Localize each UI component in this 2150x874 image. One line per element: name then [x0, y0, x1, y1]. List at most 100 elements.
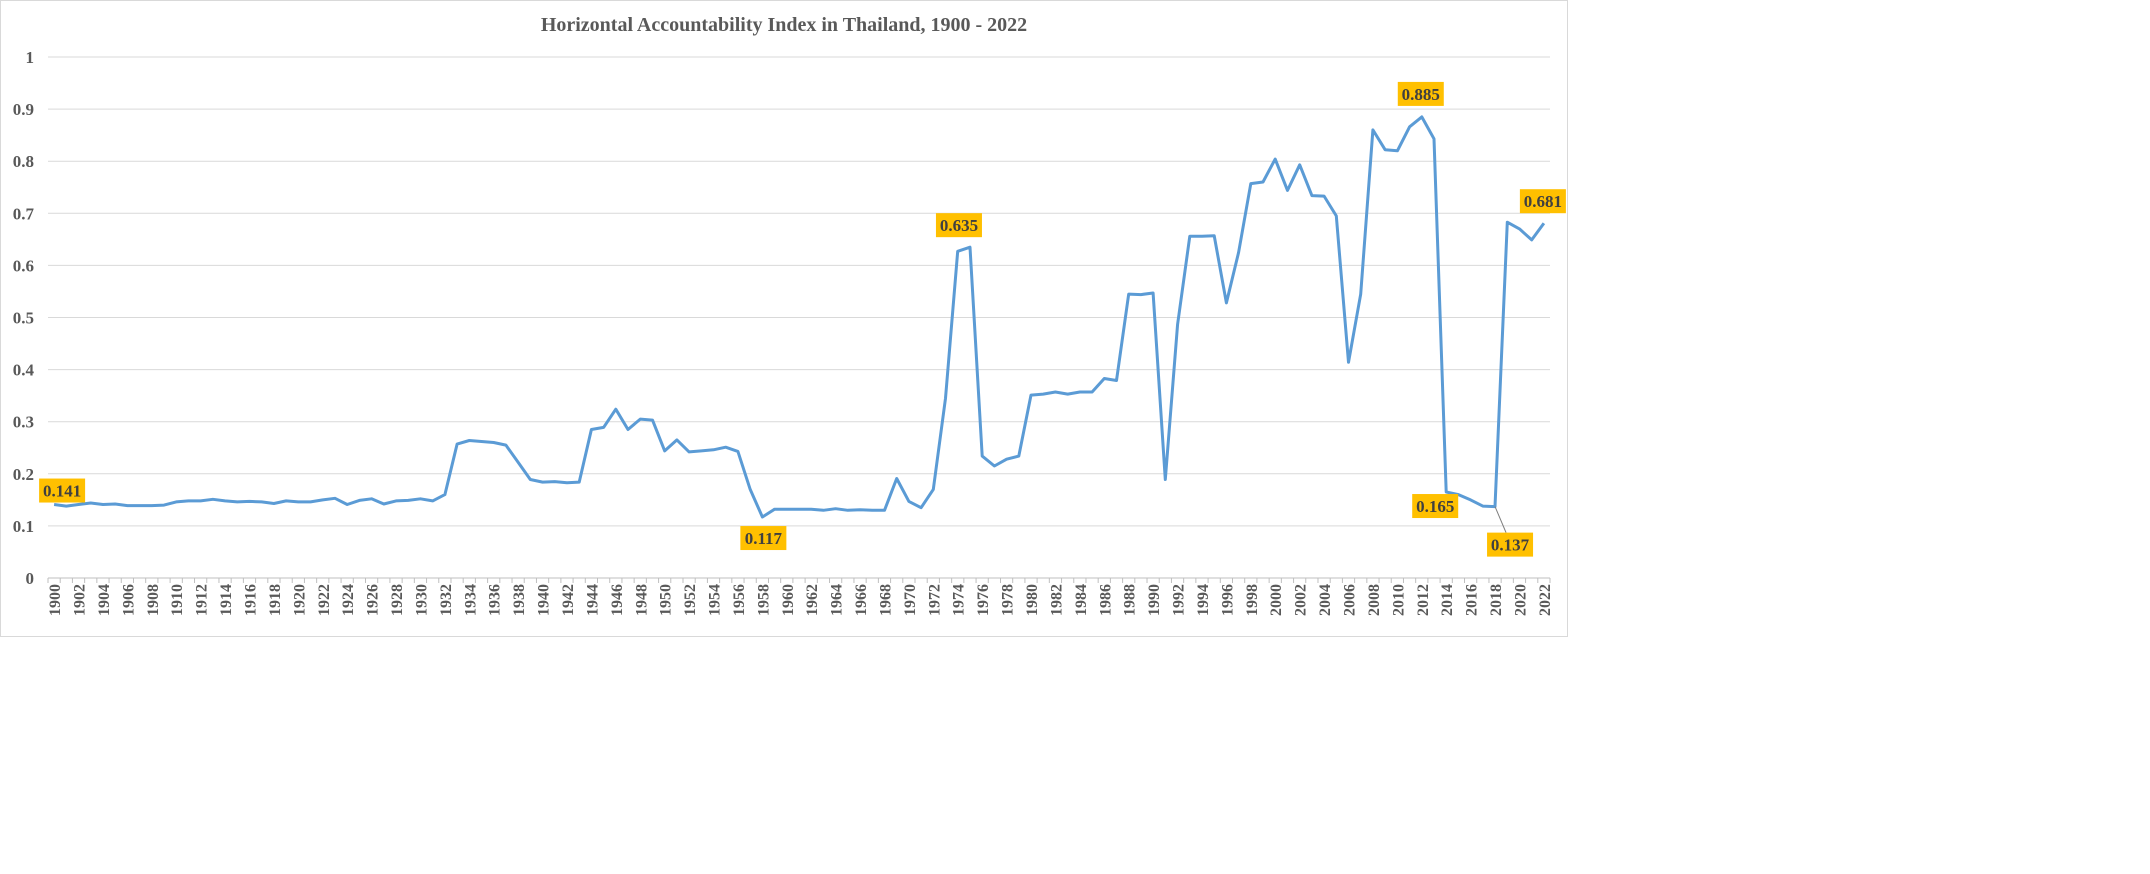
x-tick-label: 2000: [1268, 584, 1285, 616]
data-point: [907, 500, 910, 503]
x-tick-label: 1986: [1097, 584, 1114, 616]
data-point: [1274, 158, 1277, 161]
data-point: [1310, 194, 1313, 197]
y-tick-label: 0.4: [13, 361, 35, 380]
x-tick-label: 1960: [780, 584, 797, 616]
data-point: [1506, 221, 1509, 224]
data-point: [1542, 222, 1545, 225]
y-tick-label: 0.9: [13, 100, 34, 119]
data-point: [1078, 391, 1081, 394]
data-point: [272, 502, 275, 505]
x-tick-label: 1998: [1244, 584, 1261, 616]
y-tick-label: 0.2: [13, 465, 34, 484]
data-point: [407, 499, 410, 502]
data-label: 0.885: [1402, 85, 1440, 104]
data-point: [1054, 391, 1057, 394]
data-label-box: [1487, 532, 1534, 557]
data-point: [602, 426, 605, 429]
data-point: [419, 497, 422, 500]
x-tick-label: 1964: [829, 584, 846, 616]
x-tick-label: 1944: [584, 584, 601, 616]
x-tick-label: 1936: [487, 584, 504, 616]
data-point: [150, 504, 153, 507]
data-point: [895, 477, 898, 480]
data-point: [639, 418, 642, 421]
x-tick-label: 1994: [1195, 584, 1212, 616]
data-point: [77, 503, 80, 506]
data-point: [968, 246, 971, 249]
x-tick-label: 2006: [1342, 584, 1359, 616]
data-point: [724, 446, 727, 449]
data-point: [700, 449, 703, 452]
x-tick-label: 1958: [755, 584, 772, 616]
data-point: [663, 449, 666, 452]
data-point: [53, 503, 56, 506]
x-tick-label: 1970: [902, 584, 919, 616]
data-point: [138, 504, 141, 507]
data-point: [981, 455, 984, 458]
data-point: [846, 509, 849, 512]
data-point: [321, 498, 324, 501]
x-tick-label: 1980: [1024, 584, 1041, 616]
data-point: [932, 488, 935, 491]
x-tick-label: 2016: [1464, 584, 1481, 616]
data-point: [651, 419, 654, 422]
data-point: [553, 480, 556, 483]
data-point: [761, 516, 764, 519]
data-point: [749, 488, 752, 491]
data-point: [675, 438, 678, 441]
data-point: [1066, 393, 1069, 396]
data-point: [443, 493, 446, 496]
x-tick-label: 2022: [1537, 584, 1554, 616]
line-chart: 0 0.1 0.2 0.3 0.4 0.5 0.6 0.7 0.8 0.9 1 1900 1902 190…: [13, 48, 1566, 616]
data-point: [358, 499, 361, 502]
x-tick-label: 1924: [340, 584, 357, 616]
data-point: [834, 507, 837, 510]
data-point: [956, 250, 959, 253]
y-tick-label: 0.1: [13, 517, 34, 536]
data-point: [456, 443, 459, 446]
data-point: [1091, 391, 1094, 394]
data-point: [883, 509, 886, 512]
data-point: [260, 500, 263, 503]
y-tick-label: 0.7: [13, 204, 35, 223]
data-point: [1481, 505, 1484, 508]
chart-title: Horizontal Accountability Index in Thail…: [540, 14, 1028, 36]
data-point: [1030, 394, 1033, 397]
data-point: [1286, 189, 1289, 192]
x-tick-label: 2014: [1439, 584, 1456, 616]
x-tick-label: 1962: [804, 584, 821, 616]
data-point: [1371, 128, 1374, 131]
data-point: [1420, 115, 1423, 118]
data-point: [1323, 195, 1326, 198]
data-point: [517, 461, 520, 464]
x-tick-label: 2010: [1390, 584, 1407, 616]
data-point: [1298, 163, 1301, 166]
data-label: 0.117: [745, 529, 783, 548]
x-tick-label: 1948: [633, 584, 650, 616]
x-tick-label: 1992: [1171, 584, 1188, 616]
data-point: [297, 500, 300, 503]
data-label: 0.681: [1524, 192, 1562, 211]
data-point: [248, 500, 251, 503]
data-point: [1164, 478, 1167, 481]
data-label-box: [1412, 494, 1459, 519]
data-label-box: [39, 478, 86, 503]
data-point: [126, 504, 129, 507]
data-point: [736, 450, 739, 453]
x-tick-label: 1902: [72, 584, 89, 616]
x-tick-label: 1922: [316, 584, 333, 616]
data-point: [1469, 498, 1472, 501]
data-point: [1213, 234, 1216, 237]
data-point: [565, 481, 568, 484]
x-tick-label: 1938: [511, 584, 528, 616]
data-point: [1103, 377, 1106, 380]
data-point: [1396, 149, 1399, 152]
x-tick-label: 2002: [1293, 584, 1310, 616]
x-tick-label: 1952: [682, 584, 699, 616]
x-tick-label: 1976: [975, 584, 992, 616]
data-point: [1347, 361, 1350, 364]
x-tick-label: 1956: [731, 584, 748, 616]
data-point: [871, 509, 874, 512]
data-point: [785, 508, 788, 511]
